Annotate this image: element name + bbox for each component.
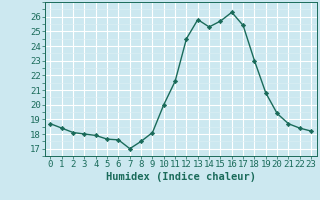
X-axis label: Humidex (Indice chaleur): Humidex (Indice chaleur)	[106, 172, 256, 182]
